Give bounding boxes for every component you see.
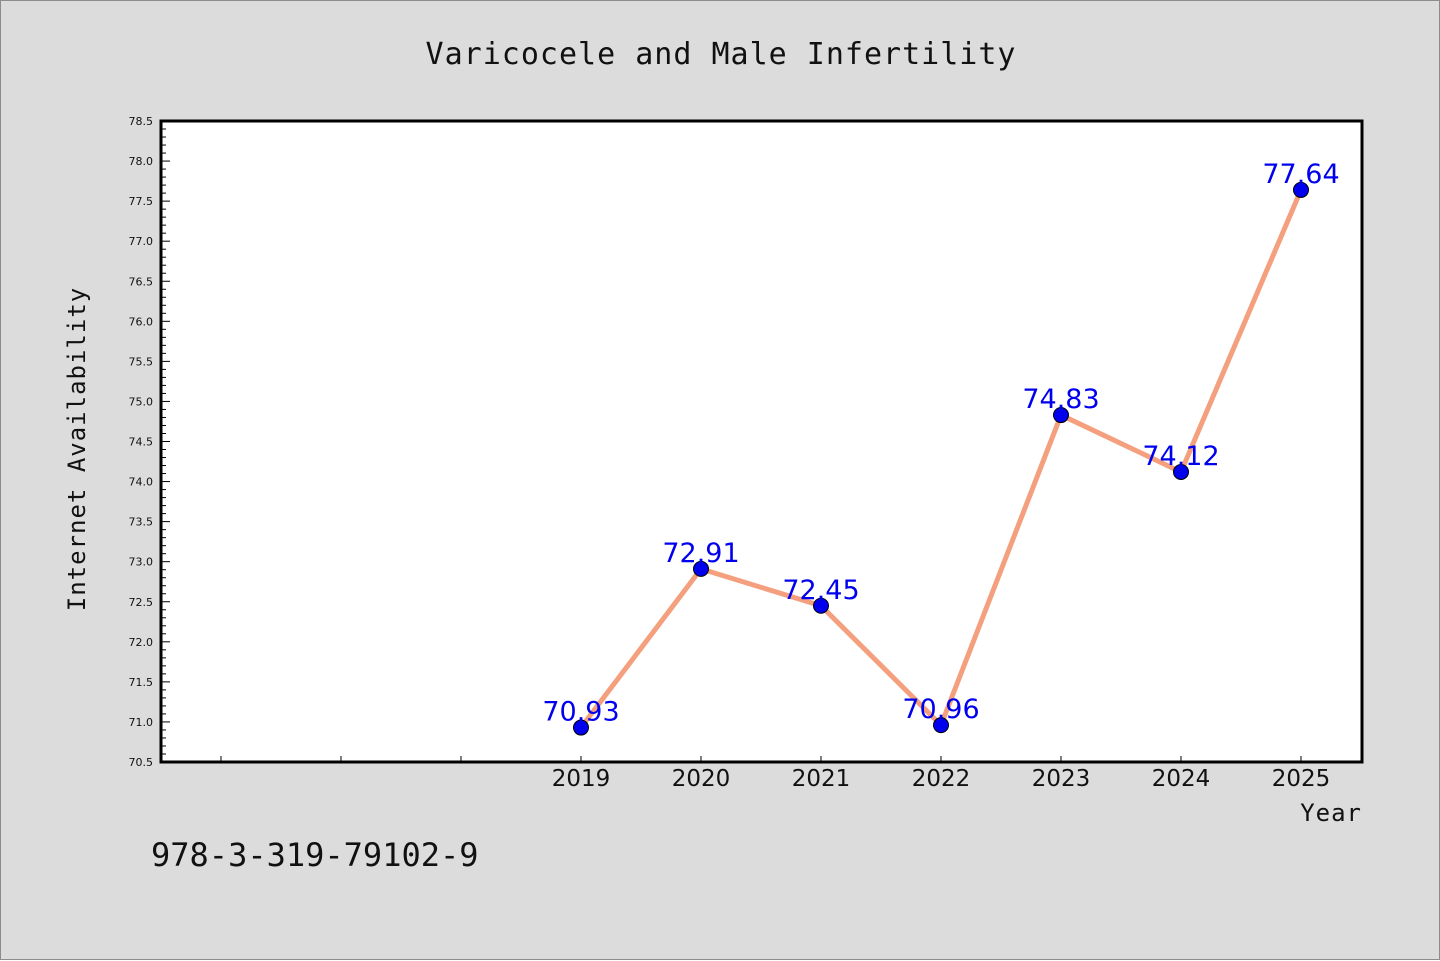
y-tick-label: 73.5 (129, 516, 154, 529)
data-point (573, 719, 589, 736)
y-tick-label: 70.5 (129, 756, 154, 769)
data-label: 70.96 (902, 694, 979, 725)
x-tick-label: 2020 (672, 766, 731, 792)
data-point (933, 717, 949, 734)
y-tick-label: 72.5 (129, 596, 154, 609)
x-tick-label: 2025 (1272, 766, 1331, 792)
y-tick-label: 78.0 (129, 155, 154, 168)
x-tick-label: 2019 (552, 766, 611, 792)
data-series: 70.93 72.91 72.45 70.96 74.83 74.12 77.64 (542, 159, 1340, 736)
isbn-footer: 978-3-319-79102-9 (151, 836, 479, 874)
data-point (1173, 463, 1189, 480)
y-tick-label: 75.5 (129, 355, 154, 368)
y-axis-label: Internet Availability (63, 287, 91, 611)
chart-title: Varicocele and Male Infertility (426, 37, 1017, 72)
y-tick-label: 72.0 (129, 636, 154, 649)
data-point (1053, 407, 1069, 424)
x-tick-label: 2023 (1032, 766, 1091, 792)
y-tick-label: 77.5 (129, 195, 154, 208)
data-point (1293, 181, 1309, 198)
y-tick-label: 76.0 (129, 315, 154, 328)
x-axis-label: Year (1300, 799, 1362, 827)
y-tick-label: 74.0 (129, 476, 154, 489)
data-label: 70.93 (542, 697, 619, 728)
y-axis-ticks: 70.5 71.0 71.5 72.0 72.5 73.0 73.5 74.0 74.5 75.0… (129, 115, 170, 769)
x-tick-label: 2024 (1152, 766, 1211, 792)
data-label: 72.45 (782, 575, 859, 606)
y-tick-label: 74.5 (129, 436, 154, 449)
data-point (813, 597, 829, 614)
x-axis-ticks: 2019 2020 2021 2022 2023 2024 2025 (220, 756, 1331, 792)
y-tick-label: 71.5 (129, 676, 154, 689)
data-label: 77.64 (1262, 159, 1339, 190)
y-tick-label: 71.0 (129, 716, 154, 729)
y-tick-label: 78.5 (129, 115, 154, 128)
y-tick-label: 75.0 (129, 395, 154, 408)
x-tick-label: 2021 (792, 766, 851, 792)
y-tick-label: 76.5 (129, 275, 154, 288)
data-label: 74.12 (1142, 441, 1219, 472)
y-tick-label: 77.0 (129, 235, 154, 248)
data-label: 74.83 (1022, 384, 1099, 415)
data-label: 72.91 (662, 538, 739, 569)
data-point (693, 560, 709, 577)
x-tick-label: 2022 (912, 766, 971, 792)
y-tick-label: 73.0 (129, 556, 154, 569)
plot-area (159, 119, 1364, 764)
